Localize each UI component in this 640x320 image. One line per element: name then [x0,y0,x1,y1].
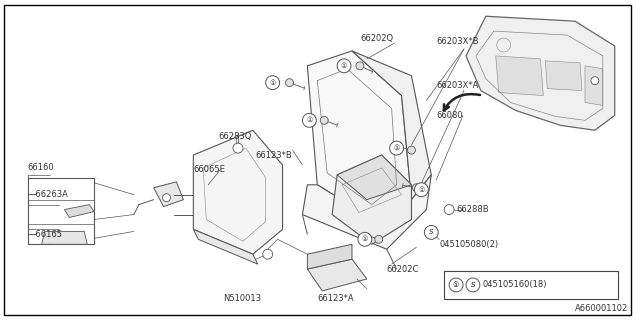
Circle shape [415,183,428,197]
Circle shape [412,184,420,192]
Circle shape [320,116,328,124]
Text: 66123*A: 66123*A [317,294,354,303]
Polygon shape [307,51,412,224]
Text: ①: ① [341,63,347,69]
Text: 66288B: 66288B [456,205,489,214]
Text: —66165: —66165 [28,230,63,239]
Text: S: S [429,229,433,236]
Circle shape [356,62,364,70]
Text: 66203X*B: 66203X*B [436,36,479,45]
Polygon shape [332,155,412,244]
Text: 66080: 66080 [436,111,463,120]
Text: ①: ① [362,236,368,242]
Circle shape [444,204,454,214]
Polygon shape [337,155,412,200]
Circle shape [466,278,480,292]
Polygon shape [307,244,352,269]
Circle shape [266,76,280,90]
Text: 66202C: 66202C [387,265,419,274]
Polygon shape [585,66,603,106]
Polygon shape [303,175,431,249]
Polygon shape [193,229,258,264]
Text: 66065E: 66065E [193,165,225,174]
Text: ①: ① [453,282,460,288]
Polygon shape [42,231,87,244]
FancyArrowPatch shape [444,94,480,110]
Text: 045105080(2): 045105080(2) [439,240,499,249]
Circle shape [233,143,243,153]
Bar [444,271,618,299]
Polygon shape [352,51,431,200]
Text: A660001102: A660001102 [575,304,628,313]
Circle shape [375,235,383,243]
Text: ①: ① [394,145,400,151]
Polygon shape [193,130,283,254]
Text: N510013: N510013 [223,294,261,303]
Text: 66123*B: 66123*B [256,150,292,160]
Text: S: S [470,282,475,288]
Polygon shape [28,178,94,244]
Circle shape [337,59,351,73]
Text: 045105160(18): 045105160(18) [483,280,547,289]
Polygon shape [496,56,543,96]
Circle shape [591,77,599,85]
Circle shape [303,113,316,127]
Text: 66283Q: 66283Q [218,132,252,141]
Polygon shape [466,16,615,130]
Text: 66203X*A: 66203X*A [436,81,479,90]
Text: 66160: 66160 [28,164,54,172]
Polygon shape [65,204,94,218]
Circle shape [263,249,273,259]
Polygon shape [545,61,582,91]
Text: ①: ① [306,117,312,123]
Circle shape [285,79,294,87]
Circle shape [358,232,372,246]
Circle shape [408,146,415,154]
Circle shape [424,225,438,239]
Text: —66263A: —66263A [28,190,68,199]
Circle shape [390,141,404,155]
Text: 66202Q: 66202Q [360,34,393,43]
Circle shape [449,278,463,292]
Text: ①: ① [269,80,276,86]
Text: ①: ① [419,187,424,193]
Polygon shape [154,182,184,207]
Circle shape [163,194,170,202]
Polygon shape [307,259,367,291]
